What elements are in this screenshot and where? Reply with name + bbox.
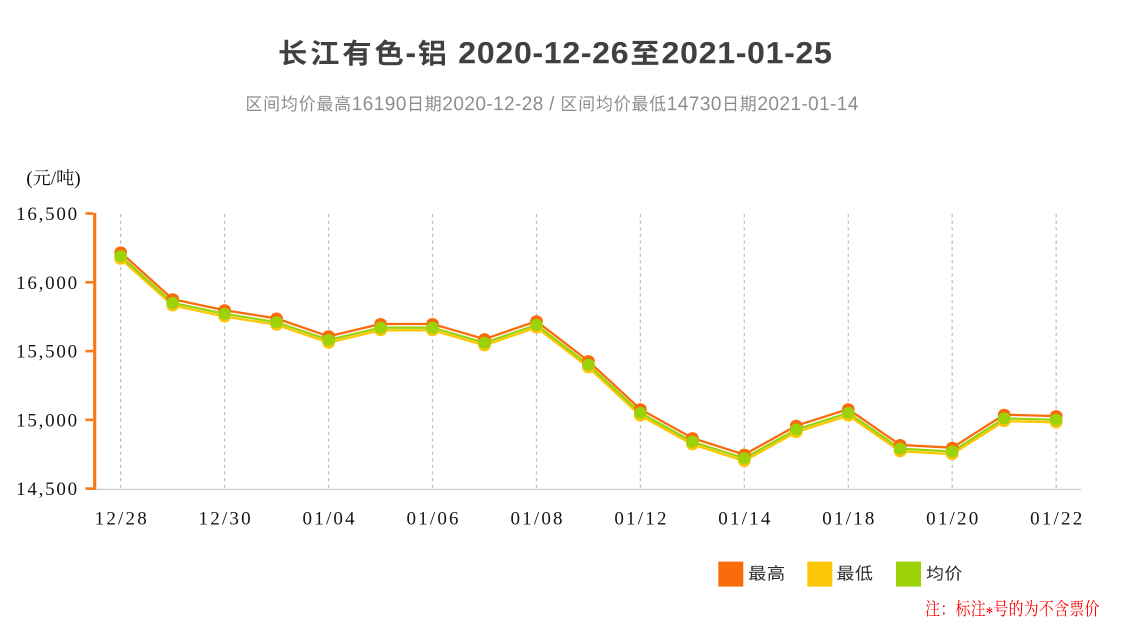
svg-text:12/30: 12/30: [199, 509, 253, 530]
svg-text:01/14: 01/14: [718, 509, 772, 530]
svg-text:16,500: 16,500: [16, 204, 79, 225]
svg-text:01/20: 01/20: [926, 509, 980, 530]
svg-text:15,500: 15,500: [16, 342, 79, 363]
svg-text:01/08: 01/08: [510, 509, 564, 530]
svg-text:16,000: 16,000: [16, 273, 79, 294]
svg-text:15,000: 15,000: [16, 410, 79, 431]
svg-text:01/22: 01/22: [1030, 509, 1084, 530]
svg-text:01/12: 01/12: [614, 509, 668, 530]
svg-text:01/04: 01/04: [303, 509, 357, 530]
svg-text:01/18: 01/18: [822, 509, 876, 530]
svg-text:12/28: 12/28: [95, 509, 149, 530]
svg-text:14,500: 14,500: [16, 479, 79, 500]
svg-text:01/06: 01/06: [406, 509, 460, 530]
